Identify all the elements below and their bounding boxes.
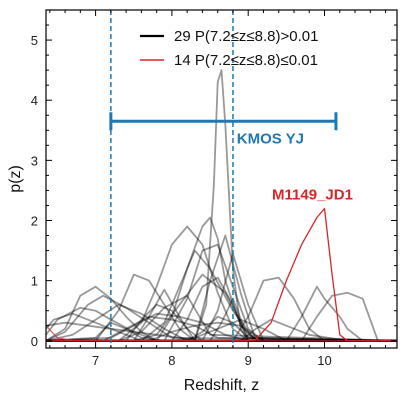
y-tick-label: 5: [31, 33, 38, 48]
vlines-layer: [110, 10, 234, 348]
y-tick-label: 1: [31, 274, 38, 289]
plot-frame: [45, 9, 398, 349]
series-line-19: [46, 321, 397, 342]
curves-layer: [46, 69, 397, 342]
x-tick-label: 8: [168, 353, 175, 368]
x-axis-label: Redshift, z: [184, 377, 260, 394]
series-line-9: [46, 291, 397, 342]
series-line-8: [46, 285, 397, 342]
y-tick-label: 0: [31, 334, 38, 349]
series-line-22: [46, 273, 397, 342]
series-line-3: [46, 216, 397, 342]
y-tick-label: 3: [31, 153, 38, 168]
series-line-14: [46, 303, 397, 342]
y-tick-label: 4: [31, 93, 38, 108]
series-line-4: [46, 249, 397, 342]
series-line-18: [46, 303, 397, 342]
x-tick-label: 9: [245, 353, 252, 368]
series-line-13: [46, 321, 397, 342]
series-line-17: [46, 312, 397, 342]
series-line-15: [46, 276, 397, 342]
ticks-layer: 7 8 9 10 0 1 2 3 4 5: [31, 10, 397, 368]
x-tick-label: 10: [317, 353, 331, 368]
y-axis-label: p(z): [7, 165, 24, 193]
series-line-20: [46, 318, 397, 342]
series-line-21: [46, 294, 397, 342]
series-line-2: [46, 225, 397, 342]
annotation-label: M1149_JD1: [272, 186, 353, 203]
y-tick-label: 2: [31, 213, 38, 228]
series-line-1: [46, 69, 397, 342]
legend-label-0: 29 P(7.2≤z≤8.8)>0.01: [174, 28, 318, 45]
series-line-31: [46, 325, 397, 342]
series-line-11: [46, 273, 397, 342]
x-tick-label: 7: [92, 353, 99, 368]
legend: 29 P(7.2≤z≤8.8)>0.01 14 P(7.2≤z≤8.8)≤0.01: [140, 28, 318, 69]
series-line-7: [46, 276, 397, 342]
kmos-range-bar: [109, 112, 338, 131]
series-line-25: [46, 315, 397, 342]
legend-label-1: 14 P(7.2≤z≤8.8)≤0.01: [174, 52, 318, 69]
range-bar-label: KMOS YJ: [237, 130, 304, 147]
series-line-0: [46, 207, 397, 342]
